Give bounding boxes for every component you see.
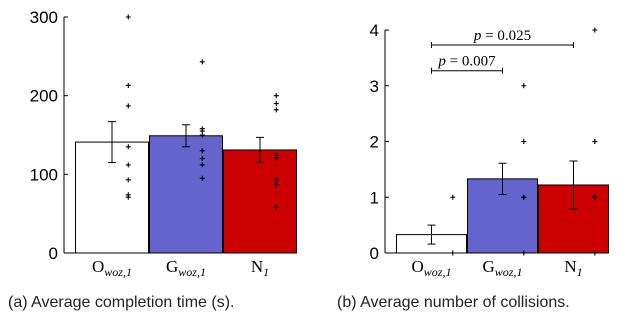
caption-a: (a) Average completion time (s). [8,294,234,311]
data-point [125,162,131,168]
y-tick-label: 1 [370,188,379,207]
y-tick-label: 100 [30,165,58,184]
category-label: Owoz,1 [412,257,452,279]
data-point [521,194,527,200]
sig-label: p = 0.007 [437,54,496,70]
data-point [273,101,279,107]
data-point [592,139,598,144]
data-point [521,83,527,89]
data-point [273,177,279,183]
data-point [199,156,205,162]
data-point [199,175,205,181]
data-point [125,82,131,88]
data-point [273,155,279,161]
category-label: Gwoz,1 [166,257,206,279]
bar-2 [223,149,297,254]
data-point [199,132,205,138]
caption-b: (b) Average number of collisions. [337,294,570,311]
sig-label: p = 0.025 [473,28,531,44]
y-tick-label: 4 [370,21,379,40]
data-point [450,194,456,200]
category-label: N1 [251,257,269,279]
data-point [125,177,131,183]
data-point [199,162,205,168]
data-point [273,204,279,210]
category-label: Gwoz,1 [483,257,523,279]
data-point [273,182,279,188]
y-tick-label: 0 [370,244,379,263]
y-tick-label: 200 [30,87,58,106]
data-point [199,148,205,154]
data-point [592,27,598,33]
data-point [125,103,131,109]
data-point [125,14,131,20]
y-tick-label: 300 [30,8,58,27]
data-point [273,107,279,113]
category-label: Owoz,1 [92,257,132,279]
bar-1 [149,135,223,254]
y-tick-label: 2 [370,133,379,152]
y-tick-label: 0 [49,244,58,263]
chart-collisions: 0 1 2 3 4 Owoz,1 Gwoz,1 N1 p = 0.007 p = 0.025 [370,21,609,279]
data-point [273,93,279,99]
y-tick-label: 3 [370,77,379,96]
data-point [592,194,598,200]
data-point [125,194,131,200]
data-point [125,144,131,150]
chart-completion-time: 0 100 200 300 Owoz,1 Gwoz,1 N1 [30,8,297,279]
category-label: N1 [564,257,582,279]
data-point [199,59,205,65]
data-point [521,139,527,144]
